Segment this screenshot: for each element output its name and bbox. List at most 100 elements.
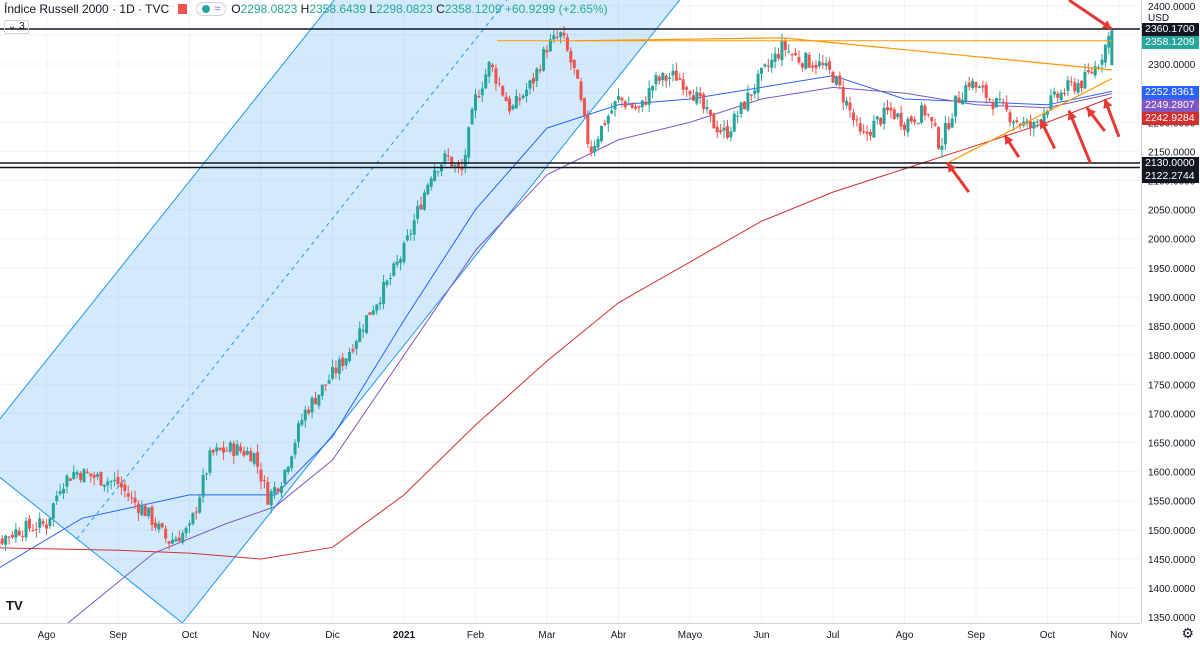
- candle-body: [338, 359, 341, 373]
- candle-body: [981, 86, 984, 88]
- candle-body: [120, 483, 123, 488]
- candle-body: [157, 524, 160, 530]
- candle-body: [1107, 36, 1110, 47]
- candle-body: [985, 85, 988, 98]
- candle-body: [975, 82, 978, 87]
- candle-body: [780, 41, 783, 60]
- candle-body: [287, 467, 290, 472]
- price-tag: 2242.9284: [1142, 112, 1199, 125]
- candle-body: [889, 108, 892, 111]
- candle-body: [719, 130, 722, 132]
- candle-body: [648, 88, 651, 105]
- candle-body: [532, 78, 535, 84]
- candle-body: [481, 89, 484, 96]
- indicator-collapse-button[interactable]: ⌄ 3: [4, 20, 29, 34]
- candle-body: [8, 537, 11, 538]
- candle-body: [1083, 72, 1086, 88]
- candle-body: [127, 493, 130, 496]
- price-tick-label: 2400.0000: [1148, 2, 1196, 13]
- candle-body: [130, 497, 133, 498]
- candle-body: [586, 115, 589, 144]
- candle-body: [845, 101, 848, 106]
- candle-body: [654, 75, 657, 84]
- candle-body: [1009, 112, 1012, 122]
- price-tick-label: 1450.0000: [1148, 555, 1196, 566]
- candle-body: [222, 447, 225, 452]
- indicator-count: 3: [19, 21, 25, 32]
- candle-body: [324, 384, 327, 385]
- candle-body: [45, 524, 48, 528]
- candle-body: [774, 53, 777, 62]
- candle-body: [140, 506, 143, 515]
- candle-body: [821, 63, 824, 65]
- tradingview-logo[interactable]: TV: [6, 598, 23, 613]
- candle-body: [365, 315, 368, 333]
- candle-body: [416, 206, 419, 219]
- candle-body: [641, 100, 644, 107]
- candle-body: [811, 66, 814, 68]
- candle-body: [321, 385, 324, 396]
- last-candle-body: [1110, 30, 1113, 65]
- candle-body: [99, 472, 102, 486]
- candle-body: [403, 243, 406, 262]
- candle-body: [978, 87, 981, 88]
- candle-body: [624, 101, 627, 107]
- price-tick-label: 1500.0000: [1148, 526, 1196, 537]
- gear-icon[interactable]: ⚙: [1181, 625, 1194, 642]
- candle-body: [528, 80, 531, 88]
- candle-body: [498, 83, 501, 84]
- candle-body: [471, 109, 474, 124]
- candle-body: [123, 485, 126, 491]
- candle-body: [651, 86, 654, 90]
- candle-body: [474, 94, 477, 110]
- price-tick-label: 1700.0000: [1148, 409, 1196, 420]
- candle-body: [294, 443, 297, 455]
- candle-body: [743, 102, 746, 109]
- candle-body: [375, 305, 378, 311]
- candle-body: [447, 155, 450, 156]
- candle-body: [191, 513, 194, 524]
- candle-body: [345, 359, 348, 366]
- candle-body: [164, 529, 167, 539]
- candle-body: [1066, 80, 1069, 91]
- candle-body: [59, 491, 62, 494]
- candle-body: [311, 398, 314, 412]
- candle-body: [893, 109, 896, 119]
- candle-body: [246, 451, 249, 455]
- candle-body: [154, 523, 157, 528]
- flag-icon[interactable]: [178, 4, 187, 14]
- price-tick-label: 2000.0000: [1148, 235, 1196, 246]
- candle-body: [913, 119, 916, 122]
- candle-body: [181, 533, 184, 543]
- candle-body: [682, 79, 685, 90]
- candle-body: [96, 474, 99, 477]
- price-chart-plot[interactable]: [0, 0, 1140, 623]
- time-tick-label: Nov: [1110, 630, 1128, 641]
- price-tick-label: 1900.0000: [1148, 293, 1196, 304]
- candle-body: [202, 475, 205, 497]
- candle-body: [842, 87, 845, 102]
- indicator-pill[interactable]: ≈: [196, 2, 226, 16]
- candle-body: [546, 50, 549, 52]
- candle-body: [297, 423, 300, 442]
- symbol-title[interactable]: Índice Russell 2000 · 1D · TVC: [4, 2, 169, 16]
- price-tick-label: 1800.0000: [1148, 351, 1196, 362]
- candle-body: [18, 531, 21, 536]
- candle-body: [876, 116, 879, 119]
- candle-body: [215, 447, 218, 451]
- candle-body: [988, 99, 991, 100]
- candle-body: [76, 472, 79, 474]
- candle-body: [147, 508, 150, 516]
- candle-body: [501, 86, 504, 95]
- candle-body: [55, 496, 58, 501]
- candle-body: [852, 113, 855, 121]
- candle-body: [362, 330, 365, 331]
- candle-body: [328, 380, 331, 383]
- candle-body: [4, 536, 7, 545]
- candle-body: [937, 127, 940, 148]
- candle-body: [242, 451, 245, 456]
- candle-body: [103, 485, 106, 487]
- candle-body: [934, 123, 937, 125]
- price-tick-label: 1950.0000: [1148, 264, 1196, 275]
